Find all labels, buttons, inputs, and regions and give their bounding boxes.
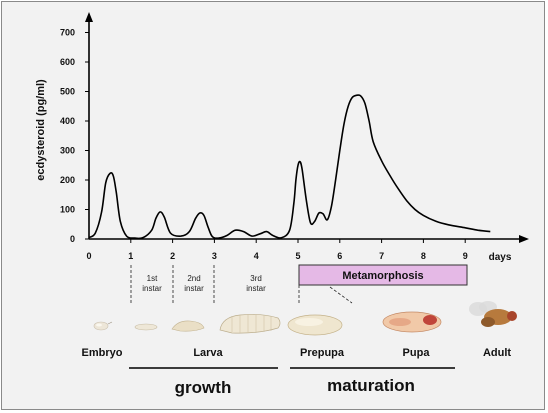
adult-fly-icon [469, 301, 517, 327]
y-axis-arrow [85, 12, 93, 22]
ecdysteroid-line [88, 94, 491, 240]
embryo-icon [93, 321, 113, 331]
x-tick-label: 4 [254, 251, 259, 261]
stage-label-pupa: Pupa [403, 347, 431, 359]
instar-label-3: 3rd instar [246, 274, 266, 293]
y-tick-label: 500 [60, 87, 75, 97]
y-tick-label: 400 [60, 116, 75, 126]
x-tick-label: 1 [128, 251, 133, 261]
x-axis-arrow [519, 235, 529, 243]
metamorphosis-pointer [329, 286, 353, 304]
x-tick-label: 9 [463, 251, 468, 261]
x-tick-label: 7 [379, 251, 384, 261]
prepupa-icon [287, 314, 343, 336]
y-tick-label: 600 [60, 57, 75, 67]
x-tick-label: 3 [212, 251, 217, 261]
y-tick-label: 100 [60, 205, 75, 215]
x-tick-label: 5 [295, 251, 300, 261]
stage-label-larva: Larva [193, 347, 223, 359]
y-tick-label: 300 [60, 146, 75, 156]
stage-label-embryo: Embryo [82, 347, 123, 359]
first-instar-larva-icon [134, 323, 158, 331]
third-instar-larva-icon [219, 314, 281, 334]
x-tick-label: 0 [86, 251, 91, 261]
instar-label-2: 2nd instar [184, 274, 204, 293]
x-tick-label: 8 [421, 251, 426, 261]
y-axis-title: ecdysteroid (pg/ml) [35, 79, 47, 181]
y-tick-label: 200 [60, 175, 75, 185]
phase-label-maturation: maturation [327, 376, 415, 395]
pupa-icon [382, 311, 442, 333]
second-instar-larva-icon [171, 320, 205, 332]
y-tick-label: 0 [70, 234, 75, 244]
x-tick-label: 6 [337, 251, 342, 261]
stage-label-prepupa: Prepupa [300, 347, 345, 359]
x-axis-title: days [489, 252, 512, 263]
stage-label-adult: Adult [483, 347, 511, 359]
x-tick-label: 2 [170, 251, 175, 261]
y-tick-label: 700 [60, 28, 75, 38]
phase-label-growth: growth [175, 378, 232, 397]
instar-label-1: 1st instar [142, 274, 162, 293]
metamorphosis-label: Metamorphosis [342, 270, 423, 282]
metamorphosis-box [298, 264, 468, 286]
